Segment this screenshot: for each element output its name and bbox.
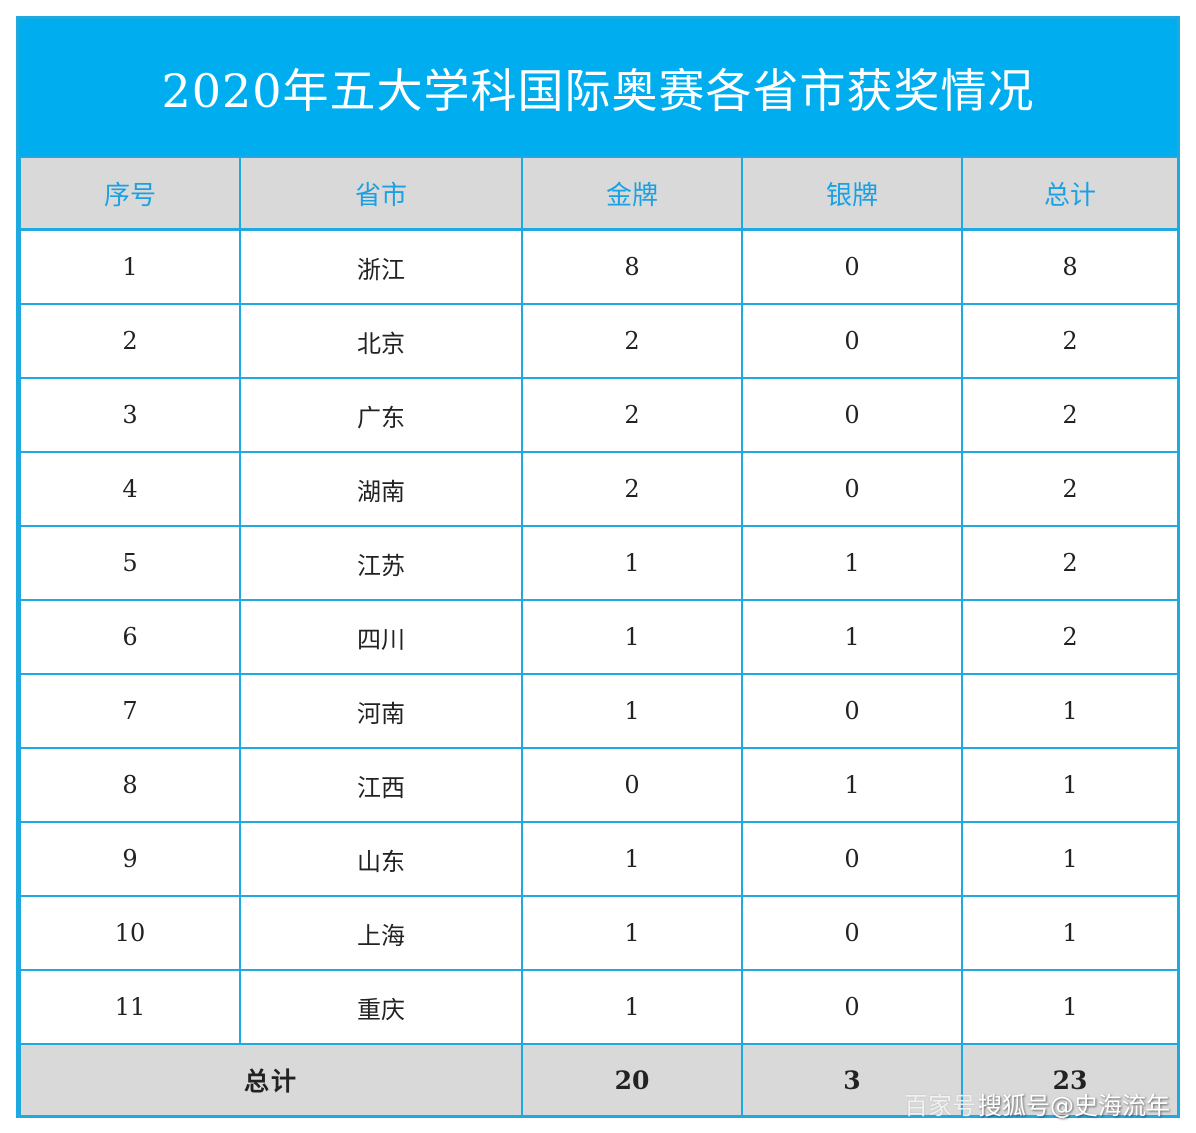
cell-index: 5 [19,525,241,601]
table-row: 11 重庆 1 0 1 [19,969,1179,1045]
cell-total: 8 [961,228,1179,305]
table-title: 2020年五大学科国际奥赛各省市获奖情况 [19,19,1177,156]
cell-gold: 1 [521,895,743,971]
cell-index: 2 [19,303,241,379]
cell-silver: 1 [741,747,963,823]
table-row: 5 江苏 1 1 2 [19,525,1179,601]
totals-label: 总计 [19,1043,523,1117]
header-index: 序号 [19,156,241,231]
cell-province: 浙江 [239,228,523,305]
table-row: 7 河南 1 0 1 [19,673,1179,749]
cell-silver: 0 [741,377,963,453]
cell-index: 7 [19,673,241,749]
table-row: 10 上海 1 0 1 [19,895,1179,971]
cell-province: 江西 [239,747,523,823]
cell-gold: 1 [521,673,743,749]
cell-province: 山东 [239,821,523,897]
cell-silver: 1 [741,599,963,675]
cell-gold: 1 [521,599,743,675]
header-province: 省市 [239,156,523,231]
cell-total: 2 [961,451,1179,527]
table-body: 1 浙江 8 0 8 2 北京 2 0 2 3 广东 2 0 2 4 湖南 2 0 2 5 江苏 1 1 2 6 四川 1 1 2 7 河南 1… [19,228,1179,1045]
cell-index: 10 [19,895,241,971]
cell-gold: 1 [521,969,743,1045]
cell-silver: 1 [741,525,963,601]
cell-province: 四川 [239,599,523,675]
cell-silver: 0 [741,451,963,527]
cell-gold: 2 [521,451,743,527]
header-gold: 金牌 [521,156,743,231]
cell-province: 河南 [239,673,523,749]
cell-index: 4 [19,451,241,527]
header-silver: 银牌 [741,156,963,231]
cell-province: 北京 [239,303,523,379]
cell-province: 江苏 [239,525,523,601]
table-row: 4 湖南 2 0 2 [19,451,1179,527]
watermark: 百家号搜狐号@史海流年 [904,1086,1170,1121]
table-row: 8 江西 0 1 1 [19,747,1179,823]
cell-gold: 0 [521,747,743,823]
cell-total: 2 [961,377,1179,453]
cell-province: 上海 [239,895,523,971]
cell-silver: 0 [741,303,963,379]
table-row: 6 四川 1 1 2 [19,599,1179,675]
cell-gold: 8 [521,228,743,305]
cell-index: 9 [19,821,241,897]
cell-province: 湖南 [239,451,523,527]
cell-index: 8 [19,747,241,823]
totals-gold: 20 [521,1043,743,1117]
cell-total: 2 [961,303,1179,379]
cell-index: 3 [19,377,241,453]
cell-index: 1 [19,228,241,305]
cell-total: 1 [961,821,1179,897]
table-row: 1 浙江 8 0 8 [19,228,1179,305]
header-row: 序号 省市 金牌 银牌 总计 [19,156,1179,231]
cell-index: 6 [19,599,241,675]
cell-silver: 0 [741,228,963,305]
cell-total: 1 [961,673,1179,749]
watermark-faint: 百家号 [904,1092,976,1120]
totals-silver: 3 [741,1043,963,1117]
cell-gold: 1 [521,525,743,601]
cell-total: 1 [961,895,1179,971]
table-row: 3 广东 2 0 2 [19,377,1179,453]
medal-table: 序号 省市 金牌 银牌 总计 1 浙江 8 0 8 2 北京 2 0 2 3 广东 2 0 2 4 湖南 2 0 2 5… [19,156,1179,1117]
table-row: 2 北京 2 0 2 [19,303,1179,379]
cell-silver: 0 [741,821,963,897]
cell-gold: 1 [521,821,743,897]
cell-total: 2 [961,525,1179,601]
cell-gold: 2 [521,303,743,379]
cell-silver: 0 [741,969,963,1045]
table-row: 9 山东 1 0 1 [19,821,1179,897]
cell-silver: 0 [741,895,963,971]
cell-total: 2 [961,599,1179,675]
totals-row: 总计 20 3 23 [19,1043,1179,1117]
cell-province: 重庆 [239,969,523,1045]
cell-total: 1 [961,747,1179,823]
header-total: 总计 [961,156,1179,231]
cell-province: 广东 [239,377,523,453]
cell-total: 1 [961,969,1179,1045]
cell-silver: 0 [741,673,963,749]
watermark-text: 搜狐号@史海流年 [978,1092,1170,1120]
cell-index: 11 [19,969,241,1045]
totals-total: 23 [961,1043,1179,1117]
table-frame: 2020年五大学科国际奥赛各省市获奖情况 序号 省市 金牌 银牌 总计 1 浙江 8… [16,16,1180,1118]
cell-gold: 2 [521,377,743,453]
